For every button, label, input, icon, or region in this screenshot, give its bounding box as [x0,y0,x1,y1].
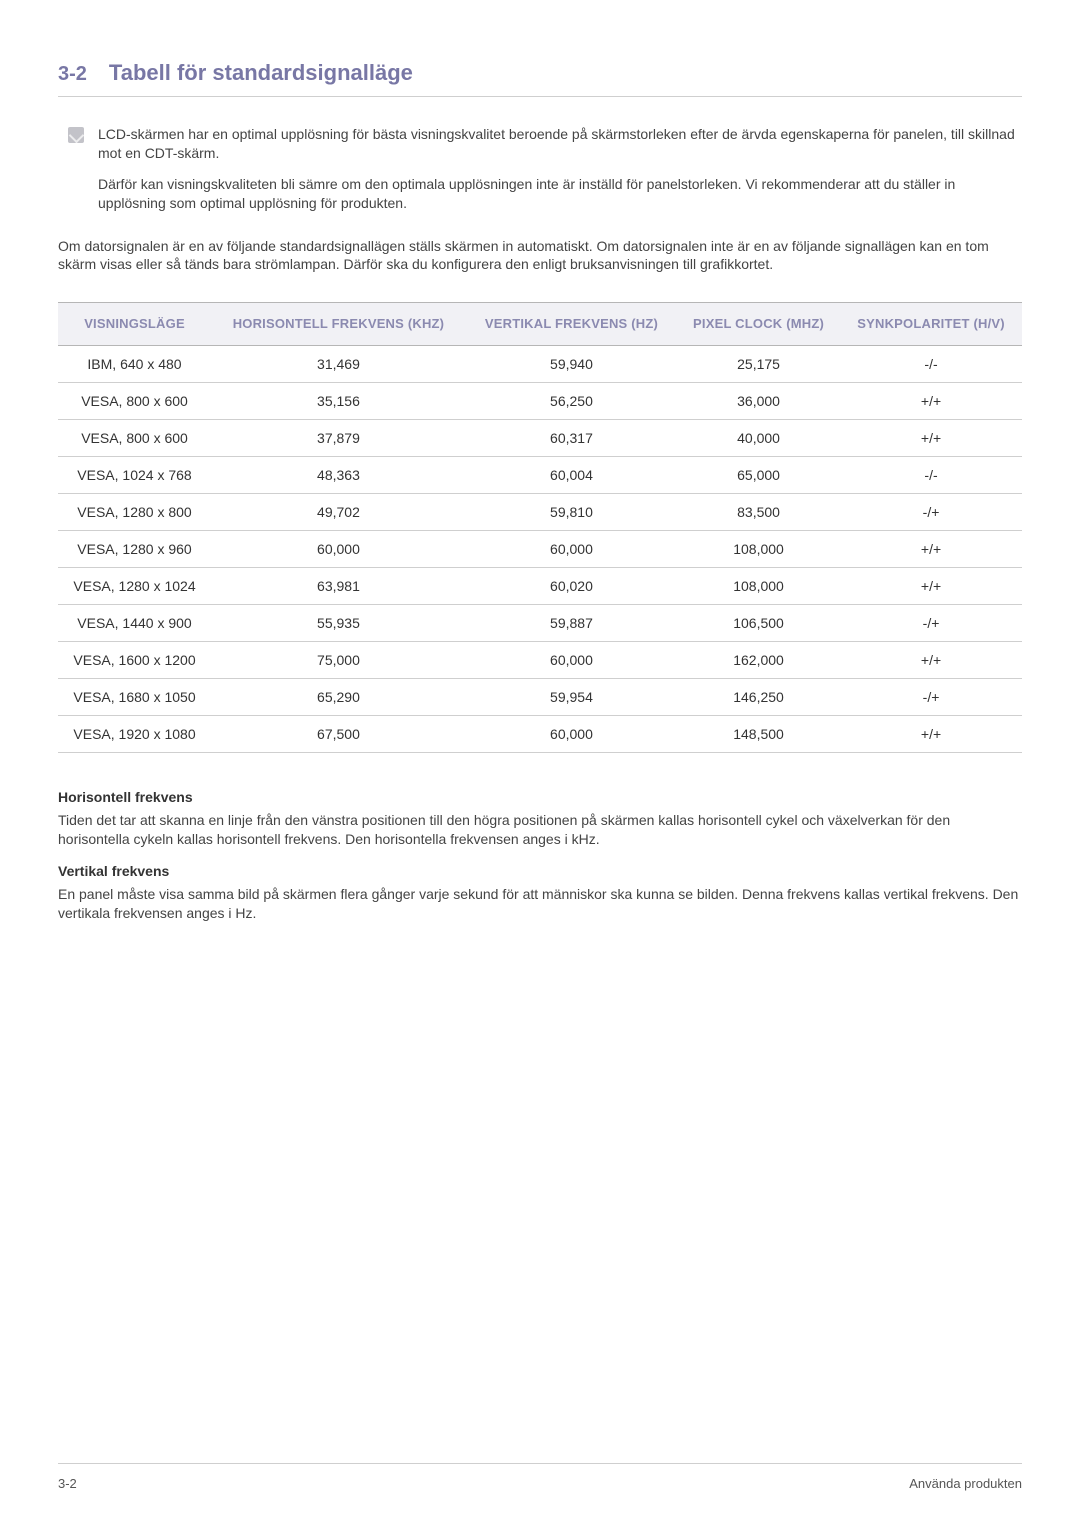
table-row: VESA, 1920 x 108067,50060,000148,500+/+ [58,715,1022,752]
table-cell: 59,954 [466,678,677,715]
table-cell: -/- [840,456,1022,493]
table-cell: 31,469 [211,345,466,382]
table-row: VESA, 1280 x 102463,98160,020108,000+/+ [58,567,1022,604]
table-cell: 63,981 [211,567,466,604]
table-cell: VESA, 1280 x 960 [58,530,211,567]
note-icon [68,127,84,143]
table-cell: -/+ [840,493,1022,530]
table-cell: VESA, 1600 x 1200 [58,641,211,678]
table-cell: 60,020 [466,567,677,604]
table-row: VESA, 1280 x 80049,70259,81083,500-/+ [58,493,1022,530]
th-sync-polarity: SYNKPOLARITET (H/V) [840,303,1022,346]
def-title-vertical: Vertikal frekvens [58,863,1022,879]
section-number: 3-2 [58,63,87,86]
table-cell: 60,317 [466,419,677,456]
table-cell: -/+ [840,604,1022,641]
table-cell: 108,000 [677,567,840,604]
table-cell: 60,000 [211,530,466,567]
th-pixel-clock: PIXEL CLOCK (MHZ) [677,303,840,346]
table-cell: 148,500 [677,715,840,752]
table-cell: +/+ [840,382,1022,419]
def-title-horizontal: Horisontell frekvens [58,789,1022,805]
table-cell: VESA, 1920 x 1080 [58,715,211,752]
table-cell: 59,940 [466,345,677,382]
def-body-vertical: En panel måste visa samma bild på skärme… [58,885,1022,923]
table-cell: +/+ [840,419,1022,456]
table-cell: 59,810 [466,493,677,530]
definitions: Horisontell frekvens Tiden det tar att s… [58,789,1022,923]
table-row: VESA, 1280 x 96060,00060,000108,000+/+ [58,530,1022,567]
table-cell: 40,000 [677,419,840,456]
table-cell: -/- [840,345,1022,382]
table-cell: IBM, 640 x 480 [58,345,211,382]
table-cell: 49,702 [211,493,466,530]
table-cell: 60,000 [466,530,677,567]
table-cell: -/+ [840,678,1022,715]
table-row: VESA, 1024 x 76848,36360,00465,000-/- [58,456,1022,493]
table-cell: VESA, 1680 x 1050 [58,678,211,715]
th-display-mode: VISNINGSLÄGE [58,303,211,346]
signal-mode-table: VISNINGSLÄGE HORISONTELL FREKVENS (KHZ) … [58,302,1022,753]
table-cell: 106,500 [677,604,840,641]
table-cell: 60,000 [466,641,677,678]
def-body-horizontal: Tiden det tar att skanna en linje från d… [58,811,1022,849]
table-cell: 75,000 [211,641,466,678]
table-cell: 83,500 [677,493,840,530]
table-cell: 55,935 [211,604,466,641]
table-cell: VESA, 1440 x 900 [58,604,211,641]
table-cell: 36,000 [677,382,840,419]
table-row: VESA, 800 x 60037,87960,31740,000+/+ [58,419,1022,456]
table-cell: 60,000 [466,715,677,752]
table-cell: VESA, 1280 x 1024 [58,567,211,604]
note-body: LCD-skärmen har en optimal upplösning fö… [98,125,1022,225]
table-header-row: VISNINGSLÄGE HORISONTELL FREKVENS (KHZ) … [58,303,1022,346]
table-cell: 60,004 [466,456,677,493]
table-cell: +/+ [840,641,1022,678]
note-paragraph-2: Därför kan visningskvaliteten bli sämre … [98,175,1022,213]
table-cell: 108,000 [677,530,840,567]
table-row: VESA, 1600 x 120075,00060,000162,000+/+ [58,641,1022,678]
note-block: LCD-skärmen har en optimal upplösning fö… [68,125,1022,225]
table-cell: 37,879 [211,419,466,456]
footer-left: 3-2 [58,1476,77,1491]
table-row: VESA, 800 x 60035,15656,25036,000+/+ [58,382,1022,419]
table-cell: 67,500 [211,715,466,752]
table-row: IBM, 640 x 48031,46959,94025,175-/- [58,345,1022,382]
th-horizontal-freq: HORISONTELL FREKVENS (KHZ) [211,303,466,346]
page-footer: 3-2 Använda produkten [58,1463,1022,1491]
th-vertical-freq: VERTIKAL FREKVENS (HZ) [466,303,677,346]
table-cell: 146,250 [677,678,840,715]
table-cell: VESA, 800 x 600 [58,419,211,456]
table-cell: 56,250 [466,382,677,419]
table-cell: +/+ [840,530,1022,567]
table-cell: 162,000 [677,641,840,678]
table-cell: +/+ [840,715,1022,752]
table-cell: VESA, 800 x 600 [58,382,211,419]
table-cell: 48,363 [211,456,466,493]
table-cell: 65,290 [211,678,466,715]
table-cell: 35,156 [211,382,466,419]
intro-paragraph: Om datorsignalen är en av följande stand… [58,237,1022,275]
table-cell: +/+ [840,567,1022,604]
section-heading: 3-2 Tabell för standardsignalläge [58,60,1022,97]
table-row: VESA, 1680 x 105065,29059,954146,250-/+ [58,678,1022,715]
footer-right: Använda produkten [909,1476,1022,1491]
table-row: VESA, 1440 x 90055,93559,887106,500-/+ [58,604,1022,641]
table-cell: 25,175 [677,345,840,382]
note-paragraph-1: LCD-skärmen har en optimal upplösning fö… [98,125,1022,163]
table-cell: 59,887 [466,604,677,641]
table-cell: VESA, 1280 x 800 [58,493,211,530]
table-cell: VESA, 1024 x 768 [58,456,211,493]
section-title: Tabell för standardsignalläge [109,60,413,86]
table-cell: 65,000 [677,456,840,493]
